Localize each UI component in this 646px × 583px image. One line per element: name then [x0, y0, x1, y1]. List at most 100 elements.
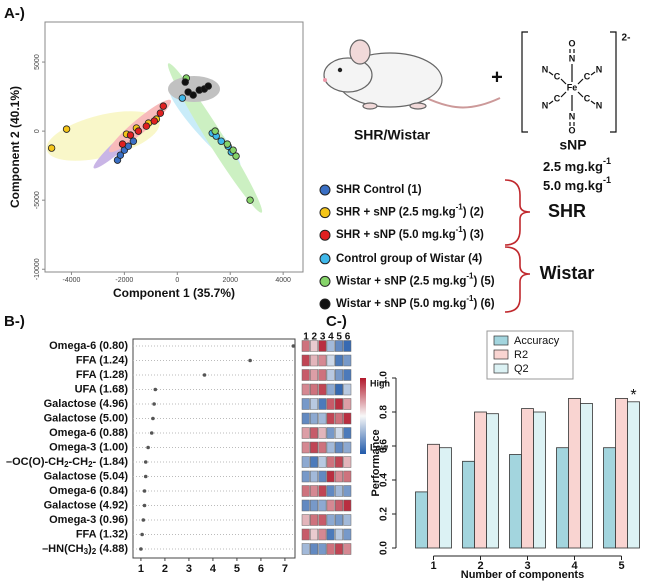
dot [141, 518, 146, 522]
heat-cell [318, 456, 327, 468]
heat-cell [301, 543, 310, 555]
plus-sign: + [491, 66, 503, 88]
heat-cell [326, 528, 335, 541]
dot [143, 474, 148, 479]
point [47, 144, 56, 152]
heat-cell [310, 441, 319, 454]
bar [427, 443, 440, 549]
legend-swatch [493, 349, 509, 360]
dot [151, 416, 155, 421]
heat-cell [301, 383, 310, 396]
heat-cell [310, 383, 319, 396]
heat-cell [318, 340, 327, 352]
dot [153, 387, 158, 392]
point [246, 196, 254, 204]
plot-frame [44, 21, 304, 273]
heat-cell [326, 398, 335, 410]
heat-cell [318, 441, 327, 454]
bar [462, 460, 475, 549]
bar [415, 491, 428, 549]
heat-cell [326, 499, 335, 512]
heat-cell [318, 383, 327, 396]
y-tick-label: –OC(O)-CH2-CH2- (1.84) [6, 456, 128, 469]
heat-cell [318, 514, 327, 526]
heat-cell [318, 369, 327, 381]
heat-cell [334, 340, 343, 352]
heat-cell [310, 398, 319, 410]
atom: N [596, 100, 603, 110]
heat-cell [310, 499, 319, 512]
y-tick-label: –HN(CH3)2 (4.88) [42, 543, 128, 556]
heat-cell [301, 441, 310, 454]
heat-cell [343, 412, 352, 425]
dose-label: 5.0 mg.kg-1 [543, 175, 611, 193]
heat-cell [301, 398, 310, 410]
legend-label: R2 [514, 349, 528, 361]
y-tick-label: FFA (1.32) [76, 528, 128, 540]
point [150, 117, 158, 125]
heat-cell [334, 383, 343, 396]
x-tick-label: 4000 [275, 277, 291, 284]
bar [556, 447, 569, 549]
heat-column-label: 1 [303, 332, 309, 343]
heat-cell [301, 456, 310, 468]
legend-swatch [493, 363, 509, 374]
heat-cell [334, 412, 343, 425]
y-tick-label: Omega-3 (0.96) [49, 514, 128, 526]
heat-column-label: 5 [336, 332, 342, 343]
heat-cell [301, 470, 310, 483]
heat-cell [301, 528, 310, 541]
atom: O [568, 38, 575, 48]
heat-cell [343, 470, 352, 483]
x-tick-label: 0 [175, 277, 179, 284]
heat-cell [343, 499, 352, 512]
heat-cell [326, 383, 335, 396]
bar [568, 397, 581, 549]
heat-cell [310, 543, 319, 555]
heat-cell [310, 369, 319, 381]
color-bar-low: Low [370, 442, 389, 452]
dose-sup: -1 [603, 175, 611, 185]
heat-cell [310, 412, 319, 425]
heat-cell [301, 354, 310, 367]
legend-text: Control group of Wistar (4) [336, 253, 482, 265]
heat-cell [301, 499, 310, 512]
atom: N [569, 53, 576, 63]
y-tick-label: -10000 [34, 258, 41, 280]
x-tick-label: 3 [524, 560, 530, 572]
heat-cell [334, 427, 343, 439]
heat-cell [343, 354, 352, 367]
dose-text: 5.0 mg.kg [543, 178, 603, 193]
heat-cell [310, 354, 319, 367]
x-tick-label: 2000 [222, 277, 238, 284]
legend-sup: -1 [466, 294, 474, 303]
group-ellipses [46, 63, 263, 213]
heat-cell [301, 369, 310, 381]
structure-lines [521, 31, 617, 133]
legend-sup: -1 [456, 203, 464, 212]
heat-cell [334, 470, 343, 483]
atom: C [584, 71, 591, 81]
x-tick-label: 2 [477, 560, 483, 572]
atom: C [584, 93, 591, 103]
atom: O [568, 125, 575, 135]
y-tick-label: Omega-6 (0.88) [49, 427, 128, 439]
heat-cell [310, 427, 319, 439]
x-tick-label: -2000 [115, 277, 133, 284]
dot [140, 532, 144, 537]
color-bar-high: High [370, 378, 390, 388]
y-tick-label: Galactose (5.00) [44, 412, 129, 424]
heat-cell [310, 514, 319, 526]
heat-cell [326, 441, 335, 454]
y-tick-label: -5000 [34, 191, 41, 209]
point [223, 140, 232, 148]
x-tick-label: 2 [162, 563, 168, 575]
heat-cell [326, 354, 335, 367]
legend-marker [319, 275, 331, 287]
legend-label: SHR + sNP (5.0 mg.kg-1) (3) [336, 225, 484, 241]
point [156, 109, 165, 117]
y-tick-label: Omega-3 (1.00) [49, 441, 128, 453]
panel-label: B-) [4, 313, 25, 330]
heat-cell [326, 456, 335, 468]
legend-text: SHR + sNP (2.5 mg.kg [336, 207, 456, 219]
